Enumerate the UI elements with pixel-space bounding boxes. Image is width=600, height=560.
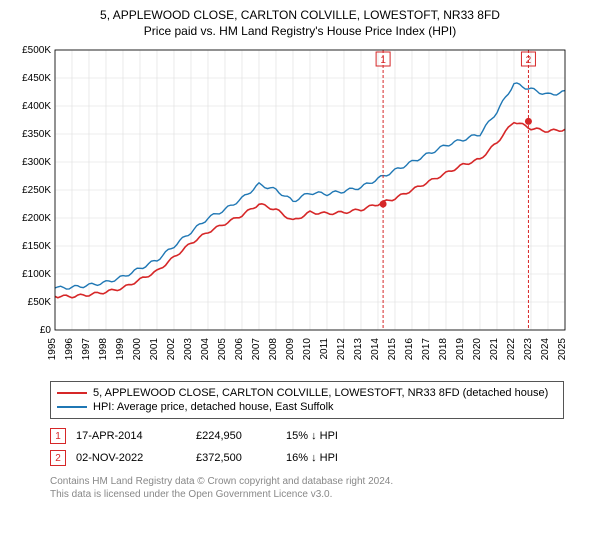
sale-row: 1 17-APR-2014 £224,950 15% ↓ HPI: [50, 425, 590, 447]
x-tick-label: 1998: [98, 338, 109, 361]
x-tick-label: 1997: [81, 338, 92, 361]
x-tick-label: 2023: [523, 338, 534, 361]
footnote-line2: This data is licensed under the Open Gov…: [50, 488, 590, 501]
x-tick-label: 2016: [404, 338, 415, 361]
x-tick-label: 2022: [506, 338, 517, 361]
x-tick-label: 2002: [166, 338, 177, 361]
x-tick-label: 2021: [489, 338, 500, 361]
marker-dot-2: [525, 118, 532, 125]
y-tick-label: £300K: [22, 157, 51, 168]
sale-date: 17-APR-2014: [76, 430, 186, 442]
sale-price: £372,500: [196, 452, 276, 464]
x-tick-label: 2013: [353, 338, 364, 361]
marker-label-1: 1: [380, 55, 386, 66]
x-tick-label: 1995: [47, 338, 58, 361]
sales-table: 1 17-APR-2014 £224,950 15% ↓ HPI 2 02-NOV-202…: [50, 425, 590, 469]
sale-price: £224,950: [196, 430, 276, 442]
marker-label-2: 2: [526, 55, 532, 66]
x-tick-label: 2017: [421, 338, 432, 361]
sale-pct: 16% ↓ HPI: [286, 452, 396, 464]
footnote-line1: Contains HM Land Registry data © Crown c…: [50, 475, 590, 488]
chart-title: 5, APPLEWOOD CLOSE, CARLTON COLVILLE, LO…: [10, 8, 590, 39]
footnote: Contains HM Land Registry data © Crown c…: [50, 475, 590, 501]
x-tick-label: 2024: [540, 338, 551, 361]
legend-swatch: [57, 406, 87, 408]
x-tick-label: 2011: [319, 338, 330, 360]
sale-marker: 1: [50, 428, 66, 444]
y-tick-label: £0: [40, 325, 52, 336]
x-tick-label: 2012: [336, 338, 347, 361]
legend-swatch: [57, 392, 87, 394]
x-tick-label: 2005: [217, 338, 228, 361]
x-tick-label: 2003: [183, 338, 194, 361]
y-tick-label: £400K: [22, 101, 51, 112]
x-tick-label: 2000: [132, 338, 143, 361]
y-tick-label: £150K: [22, 241, 51, 252]
x-tick-label: 2015: [387, 338, 398, 361]
x-tick-label: 2020: [472, 338, 483, 361]
x-tick-label: 1996: [64, 338, 75, 361]
sale-marker: 2: [50, 450, 66, 466]
x-tick-label: 2007: [251, 338, 262, 361]
title-line1: 5, APPLEWOOD CLOSE, CARLTON COLVILLE, LO…: [10, 8, 590, 24]
x-tick-label: 2006: [234, 338, 245, 361]
y-tick-label: £250K: [22, 185, 51, 196]
y-tick-label: £450K: [22, 73, 51, 84]
legend-label: 5, APPLEWOOD CLOSE, CARLTON COLVILLE, LO…: [93, 387, 548, 399]
x-tick-label: 2004: [200, 338, 211, 361]
x-tick-label: 2014: [370, 338, 381, 361]
x-tick-label: 2010: [302, 338, 313, 361]
y-tick-label: £350K: [22, 129, 51, 140]
sale-row: 2 02-NOV-2022 £372,500 16% ↓ HPI: [50, 447, 590, 469]
x-tick-label: 2008: [268, 338, 279, 361]
x-tick-label: 2018: [438, 338, 449, 361]
y-tick-label: £200K: [22, 213, 51, 224]
x-tick-label: 2025: [557, 338, 568, 361]
legend-label: HPI: Average price, detached house, East…: [93, 401, 334, 413]
x-tick-label: 2009: [285, 338, 296, 361]
sale-pct: 15% ↓ HPI: [286, 430, 396, 442]
legend: 5, APPLEWOOD CLOSE, CARLTON COLVILLE, LO…: [50, 381, 564, 419]
title-line2: Price paid vs. HM Land Registry's House …: [10, 24, 590, 40]
x-tick-label: 1999: [115, 338, 126, 361]
y-tick-label: £50K: [28, 297, 52, 308]
legend-row: 5, APPLEWOOD CLOSE, CARLTON COLVILLE, LO…: [57, 386, 557, 400]
line-chart: £0 £50K £100K £150K £200K £250K £300K £350K £400…: [10, 45, 570, 375]
y-tick-label: £500K: [22, 45, 51, 56]
chart-area: £0 £50K £100K £150K £200K £250K £300K £350K £400…: [10, 45, 590, 375]
y-tick-label: £100K: [22, 269, 51, 280]
x-tick-label: 2019: [455, 338, 466, 361]
marker-dot-1: [380, 201, 387, 208]
sale-date: 02-NOV-2022: [76, 452, 186, 464]
legend-row: HPI: Average price, detached house, East…: [57, 400, 557, 414]
x-tick-label: 2001: [149, 338, 160, 361]
